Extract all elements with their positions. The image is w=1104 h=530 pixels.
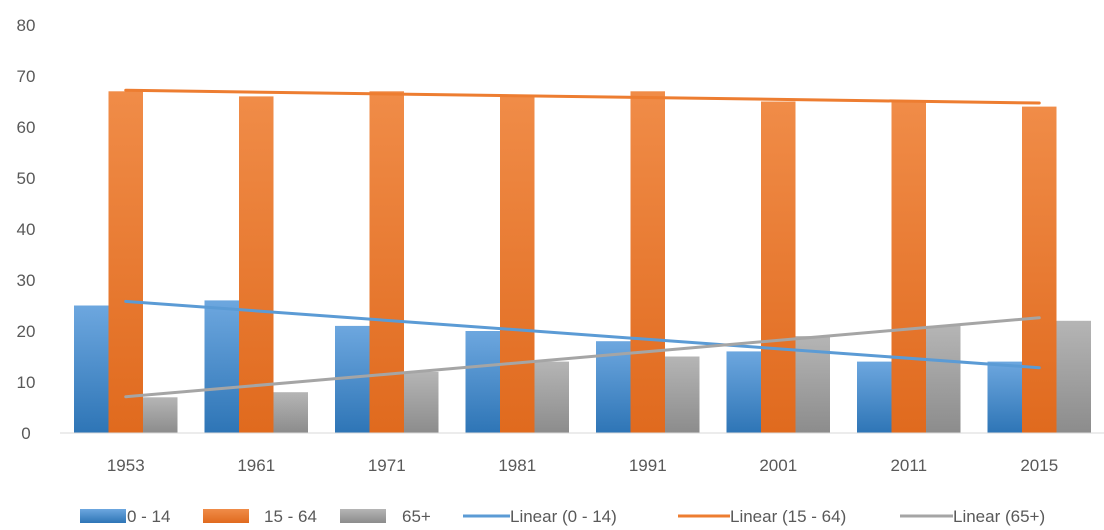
bar-age-65-plus [143,397,178,433]
legend-label: 65+ [402,507,431,526]
x-tick-label: 1961 [237,456,275,475]
bar-age-15-64 [1022,106,1057,433]
legend-label: 15 - 64 [264,507,317,526]
bar-age-65-plus [534,361,569,433]
y-tick-label: 30 [17,271,36,290]
bar-age-65-plus [665,356,700,433]
y-tick-label: 60 [17,118,36,137]
bar-age-0-14 [74,305,109,433]
y-tick-label: 70 [17,67,36,86]
legend: 0 - 14 15 - 64 65+ Linear (0 - 14) Linear (1… [80,507,1045,526]
y-tick-label: 10 [17,373,36,392]
bar-age-65-plus [273,392,308,433]
legend-label: Linear (15 - 64) [730,507,846,526]
legend-swatch [203,509,249,523]
x-tick-label: 1971 [368,456,406,475]
bars [74,91,1091,434]
trendline-age-15-64 [124,88,1041,105]
bar-age-15-64 [369,91,404,434]
x-tick-label: 1953 [107,456,145,475]
bar-age-0-14 [987,361,1022,433]
x-tick-label: 1991 [629,456,667,475]
bar-age-0-14 [857,361,892,433]
x-tick-label: 2015 [1020,456,1058,475]
bar-age-15-64 [761,101,796,433]
bar-age-15-64 [891,101,926,433]
legend-swatch [340,509,386,523]
legend-label: Linear (65+) [953,507,1045,526]
bar-age-15-64 [500,96,535,434]
legend-swatch [80,509,126,523]
bar-age-0-14 [204,300,239,433]
bar-age-15-64 [239,96,274,434]
y-tick-label: 0 [21,424,30,443]
trendline-age-0-14 [124,299,1041,370]
bar-age-65-plus [1056,320,1091,433]
x-axis-ticks: 1953 1961 1971 1981 1991 2001 2011 2015 [107,456,1058,475]
trendlines [124,88,1041,399]
legend-label: 0 - 14 [127,507,170,526]
bar-age-15-64 [108,91,143,434]
y-tick-label: 40 [17,220,36,239]
bar-age-65-plus [926,325,961,433]
x-tick-label: 2011 [890,456,927,475]
bar-age-0-14 [465,331,500,433]
bar-age-15-64 [630,91,665,434]
bar-age-65-plus [404,371,439,433]
trendline-age-65-plus [124,316,1041,399]
x-tick-label: 2001 [759,456,797,475]
y-axis-ticks: 0 10 20 30 40 50 60 70 80 [17,16,36,443]
legend-label: Linear (0 - 14) [510,507,617,526]
bar-age-0-14 [726,351,761,433]
y-tick-label: 50 [17,169,36,188]
y-tick-label: 20 [17,322,36,341]
y-tick-label: 80 [17,16,36,35]
x-tick-label: 1981 [498,456,536,475]
